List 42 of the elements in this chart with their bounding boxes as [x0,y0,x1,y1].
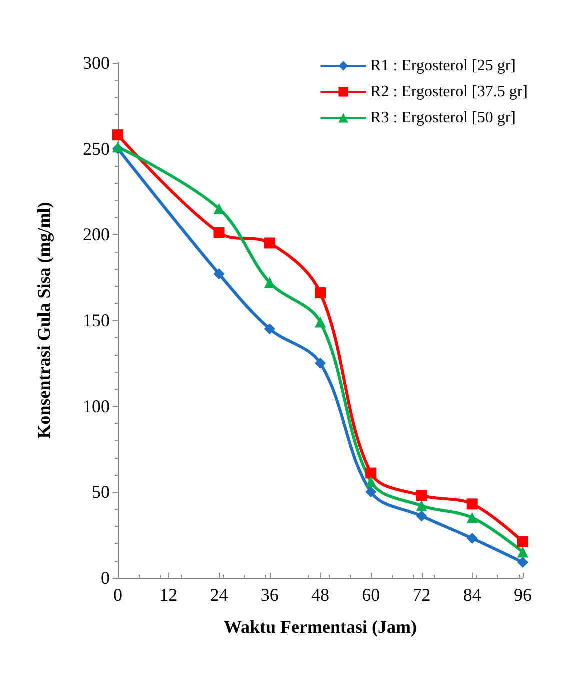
y-tick-label: 50 [92,482,110,502]
point [214,227,225,238]
point [264,324,276,335]
x-tick-label: 60 [362,585,380,605]
x-tick-label: 0 [114,585,122,605]
x-axis-title: Waktu Fermentasi (Jam) [224,617,417,637]
point [112,130,124,141]
x-tick-label: 12 [160,585,178,605]
legend-label: R3 : Ergosterol [50 gr] [370,110,516,126]
point [416,490,428,502]
point [466,533,478,544]
y-tick-label: 250 [83,138,110,159]
point [466,498,478,510]
legend-label: R1 : Ergosterol [25 gr] [370,58,516,74]
y-axis-title: Konsentrasi Gula Sisa (mg/ml) [34,202,54,439]
x-tick-label: 48 [312,585,330,605]
x-tick-label: 84 [463,585,482,605]
point [315,288,326,299]
y-tick-label: 0 [101,568,110,588]
legend-label: R2 : Ergosterol [37.5 gr] [370,84,528,100]
x-tick-label: 36 [260,585,279,605]
y-tick-label: 300 [83,53,110,73]
point [366,468,377,479]
point [264,277,276,288]
y-tick-label: 200 [83,224,110,245]
point [518,546,528,558]
point [315,358,326,369]
y-tick-label: 100 [83,396,110,416]
point [264,238,276,249]
y-tick-label: 150 [83,310,110,330]
point [315,316,326,328]
x-tick-label: 96 [514,585,532,605]
point [518,557,528,568]
point [366,476,377,488]
point [466,512,478,524]
point [416,510,428,522]
x-tick-label: 24 [210,585,228,605]
point [214,268,225,280]
point [366,486,377,498]
x-tick-label: 72 [412,585,431,605]
point [416,500,428,512]
point [518,536,528,548]
